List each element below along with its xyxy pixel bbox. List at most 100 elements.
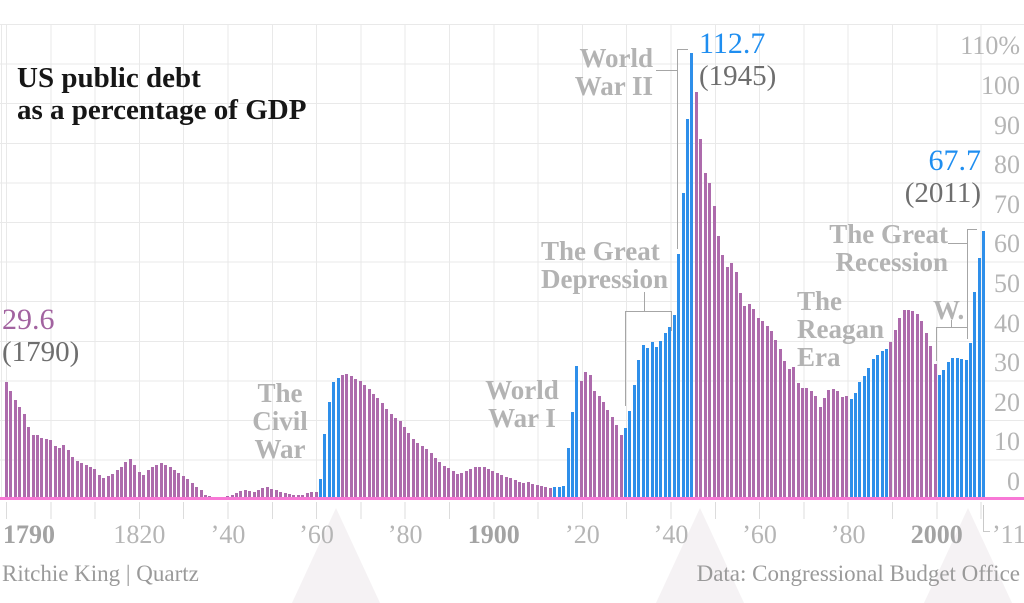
- bar-1970: [800, 388, 804, 499]
- bar-1831: [186, 479, 190, 499]
- bar-1994: [907, 309, 911, 499]
- y-axis-label-20: 20: [994, 387, 1020, 417]
- bar-1825: [159, 462, 163, 499]
- bar-1884: [420, 445, 424, 499]
- x-axis-label-1840: ’40: [210, 520, 246, 549]
- watermark-triangle-icon: [924, 508, 1012, 603]
- bar-1935: [646, 347, 650, 499]
- great-recession-bracket-vertical: [967, 229, 968, 338]
- y-axis-label-40: 40: [994, 308, 1020, 338]
- bar-1985: [867, 367, 871, 499]
- bar-1824: [155, 464, 159, 499]
- bar-1936: [650, 342, 654, 499]
- annotation-great-recession-line: The Great: [829, 219, 948, 249]
- bar-1951: [716, 236, 720, 499]
- bar-2004: [951, 358, 955, 499]
- bar-1917: [566, 447, 570, 499]
- bar-1926: [606, 410, 610, 499]
- bar-1976: [827, 389, 831, 499]
- annotation-ww2-line: War II: [574, 71, 653, 101]
- bar-1896: [473, 466, 477, 499]
- ww2-bracket-vertical: [677, 49, 678, 249]
- annotation-great-depression-line: Depression: [541, 264, 669, 294]
- bar-1864: [332, 382, 336, 499]
- annotation-ww2-line: World: [579, 43, 653, 73]
- bar-1969: [796, 383, 800, 499]
- bar-1827: [168, 467, 172, 499]
- bar-2001: [938, 374, 942, 499]
- callout-1790: 29.6 (1790): [2, 303, 79, 369]
- bar-1949: [708, 183, 712, 499]
- bar-1955: [734, 272, 738, 499]
- bar-1964: [774, 340, 778, 499]
- bar-1907: [522, 483, 526, 499]
- bar-1812: [102, 478, 106, 499]
- bar-1834: [199, 490, 203, 499]
- w-bush-bracket: [936, 327, 967, 328]
- bar-1806: [75, 461, 79, 499]
- bar-1991: [893, 330, 897, 499]
- bar-1938: [659, 341, 663, 499]
- bar-1928: [615, 425, 619, 499]
- bar-1982: [854, 392, 857, 499]
- bar-1910: [535, 484, 539, 499]
- bar-1791: [9, 391, 13, 499]
- bar-1815: [115, 470, 119, 499]
- bar-1810: [93, 469, 97, 499]
- bar-2006: [960, 359, 964, 499]
- bar-1946: [694, 91, 698, 499]
- bar-1811: [97, 474, 101, 499]
- bar-1975: [823, 398, 827, 499]
- x-axis-label-1980: ’80: [830, 520, 866, 549]
- y-axis-label-60: 60: [994, 229, 1020, 259]
- bar-1967: [787, 369, 791, 499]
- annotation-w-bush: W.: [933, 295, 965, 325]
- plot-grid: [0, 24, 1024, 500]
- bar-1968: [792, 367, 796, 499]
- bar-1802: [58, 447, 62, 499]
- bar-1887: [433, 457, 437, 499]
- bar-1908: [526, 482, 530, 499]
- bar-1931: [628, 410, 632, 499]
- bar-1886: [429, 453, 433, 499]
- bar-1953: [725, 266, 729, 499]
- bar-1972: [809, 390, 813, 499]
- bar-1915: [557, 486, 561, 499]
- x-axis-label-1880: ’80: [387, 520, 423, 549]
- bar-1988: [880, 351, 884, 499]
- annotation-civil-war-line: War: [254, 434, 306, 464]
- bar-1867: [345, 374, 349, 499]
- bar-1927: [610, 417, 614, 499]
- bar-1793: [18, 407, 22, 499]
- bar-1879: [398, 421, 402, 499]
- great-recession-bracket-top: [967, 229, 977, 230]
- bar-1808: [84, 464, 88, 499]
- bar-1965: [778, 348, 782, 499]
- bar-1961: [761, 320, 765, 499]
- bar-1937: [655, 346, 659, 499]
- bar-1881: [407, 433, 411, 499]
- bar-1893: [460, 472, 464, 499]
- bar-1883: [416, 442, 420, 499]
- bar-1948: [703, 173, 707, 499]
- annotation-reagan-line: Reagan: [797, 314, 884, 344]
- bar-1898: [482, 467, 486, 499]
- bar-1818: [128, 459, 132, 499]
- bar-1819: [133, 464, 137, 499]
- bar-1851: [274, 490, 278, 499]
- x-axis-label-1920: ’20: [565, 520, 600, 549]
- callout-1945: 112.7 (1945): [699, 27, 776, 93]
- bar-1911: [540, 485, 544, 499]
- bar-1997: [920, 321, 924, 499]
- x-axis-label-1820: 1820: [113, 520, 166, 549]
- bar-1977: [831, 388, 835, 499]
- chart-title-line2: as a percentage of GDP: [17, 94, 307, 126]
- x-axis-label-2011: ’11: [992, 520, 1024, 549]
- bars: [5, 39, 987, 499]
- w-bush-bracket-right: [967, 327, 968, 339]
- bar-1800: [49, 440, 53, 499]
- bar-1847: [257, 489, 261, 499]
- bar-2005: [955, 358, 959, 499]
- bar-1844: [243, 490, 247, 499]
- bar-1849: [265, 487, 269, 499]
